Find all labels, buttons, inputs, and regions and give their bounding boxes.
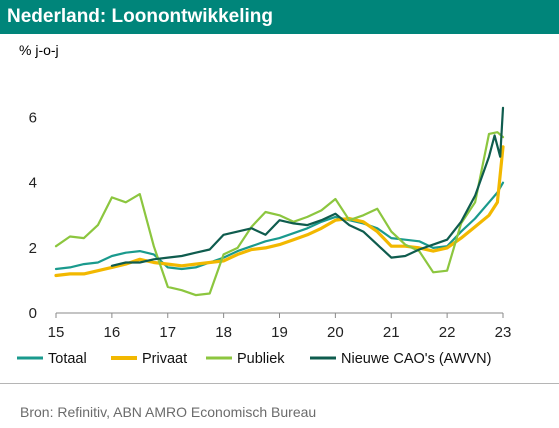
- x-tick-label: 23: [495, 324, 512, 341]
- x-tick-label: 21: [383, 324, 400, 341]
- source-note: Bron: Refinitiv, ABN AMRO Economisch Bur…: [20, 404, 317, 420]
- x-tick-label: 19: [271, 324, 288, 341]
- y-tick-label: 2: [29, 240, 37, 257]
- x-tick-label: 17: [159, 324, 176, 341]
- x-tick-label: 22: [439, 324, 456, 341]
- title-bar: Nederland: Loonontwikkeling: [0, 0, 559, 34]
- chart-lines: [54, 106, 505, 297]
- series-line-1: [54, 145, 505, 278]
- series-line-3: [110, 106, 505, 267]
- chart-title: Nederland: Loonontwikkeling: [7, 6, 274, 27]
- x-tick-label: 18: [215, 324, 232, 341]
- y-axis-unit-label: % j-o-j: [19, 42, 59, 58]
- x-tick-label: 16: [104, 324, 121, 341]
- x-tick-label: 15: [48, 324, 65, 341]
- series-line-2: [54, 131, 505, 297]
- y-tick-label: 4: [29, 175, 37, 192]
- y-tick-label: 6: [29, 110, 37, 127]
- x-tick-label: 20: [327, 324, 344, 341]
- chart-legend: Totaal Privaat Publiek Nieuwe CAO's (AWVN): [17, 351, 491, 367]
- series-line-0: [54, 181, 505, 271]
- legend-label: Totaal: [48, 351, 87, 367]
- footer-divider: [0, 383, 559, 384]
- legend-label: Publiek: [237, 351, 285, 367]
- chart-axes: 15 16 17 18 19 20 21 22 23 0 2 4 6: [29, 110, 512, 341]
- y-tick-label: 0: [29, 305, 37, 322]
- legend-label: Nieuwe CAO's (AWVN): [341, 351, 491, 367]
- legend-label: Privaat: [142, 351, 187, 367]
